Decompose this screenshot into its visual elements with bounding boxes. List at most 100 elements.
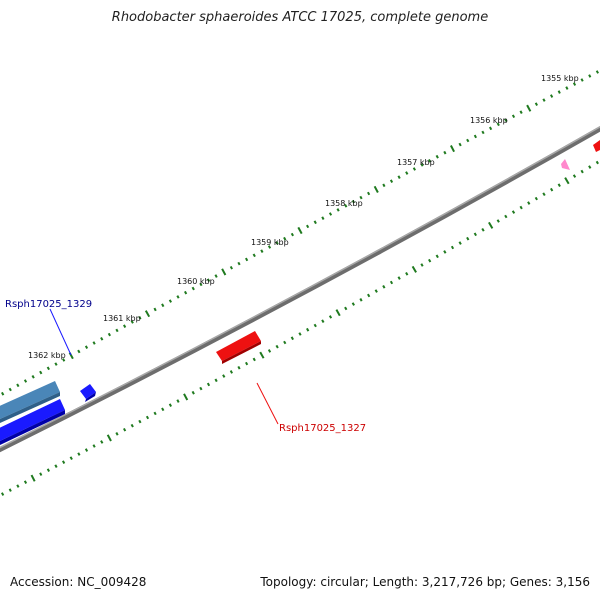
outer-tick	[237, 261, 241, 266]
outer-tick	[100, 337, 104, 341]
inner-tick	[328, 315, 333, 319]
gene-rsph17025-1329[interactable]	[80, 384, 96, 399]
inner-tick	[145, 415, 150, 420]
outer-tick	[328, 212, 333, 216]
outer-tick	[458, 142, 462, 147]
outer-tick	[252, 253, 256, 258]
outer-tick	[107, 332, 111, 337]
inner-tick	[481, 227, 485, 232]
outer-tick	[565, 86, 569, 90]
accession-label: Accession: NC_009428	[10, 575, 147, 589]
outer-tick	[176, 295, 180, 299]
outer-tick	[290, 232, 294, 237]
inner-tick	[252, 357, 256, 362]
inner-tick	[580, 169, 584, 174]
inner-tick	[214, 378, 218, 383]
outer-tick	[306, 224, 310, 229]
outer-tick	[168, 299, 172, 303]
outer-tick	[123, 324, 127, 328]
inner-tick	[443, 250, 447, 254]
gene-reverse-edge[interactable]	[593, 140, 600, 152]
inner-tick	[115, 432, 119, 436]
inner-tick	[359, 298, 363, 302]
inner-tick	[84, 448, 89, 452]
inner-tick	[183, 393, 189, 401]
inner-tick	[62, 460, 66, 464]
outer-tick	[184, 290, 188, 295]
inner-tick	[504, 214, 508, 219]
inner-tick	[39, 472, 43, 476]
outer-tick	[229, 265, 233, 270]
outer-tick	[260, 249, 264, 253]
outer-tick	[8, 387, 12, 392]
inner-tick	[237, 365, 241, 370]
outer-tick	[153, 307, 157, 312]
inner-tick	[351, 302, 355, 306]
inner-tick	[344, 306, 348, 311]
inner-tick	[46, 468, 50, 472]
genome-summary: Topology: circular; Length: 3,217,726 bp…	[260, 575, 590, 589]
outer-tick	[321, 216, 325, 220]
outer-tick	[382, 183, 386, 188]
outer-tick	[191, 286, 195, 291]
inner-tick	[458, 241, 462, 245]
gene-label-rsph17025-1329[interactable]: Rsph17025_1329	[5, 299, 92, 310]
outer-tick	[138, 316, 142, 320]
gene-reverse-light[interactable]	[561, 159, 570, 170]
scale-label-1357: 1357 kbp	[397, 158, 435, 167]
inner-tick	[161, 407, 165, 412]
inner-tick	[367, 293, 371, 298]
inner-tick	[77, 452, 81, 456]
inner-tick	[450, 245, 455, 250]
gene-forward-long[interactable]	[0, 399, 65, 441]
inner-tick	[420, 263, 424, 267]
inner-tick	[69, 456, 73, 460]
outer-tick	[206, 278, 211, 282]
outer-tick	[144, 310, 151, 318]
outer-tick	[428, 159, 432, 163]
inner-tick	[54, 464, 58, 468]
inner-tick	[23, 480, 28, 484]
inner-tick	[374, 289, 378, 293]
gene-forward-long-alt[interactable]	[0, 381, 60, 419]
inner-tick	[550, 187, 554, 192]
inner-tick	[488, 221, 494, 229]
outer-tick	[77, 349, 81, 354]
inner-tick	[168, 403, 172, 407]
inner-tick	[8, 488, 12, 492]
outer-tick	[84, 345, 89, 349]
outer-tick	[367, 191, 371, 196]
outer-tick	[481, 130, 485, 135]
outer-tick	[297, 226, 303, 235]
leader-rsph17025-1327	[256, 382, 279, 425]
outer-tick	[489, 126, 493, 131]
outer-tick	[214, 274, 218, 278]
outer-tick	[275, 241, 279, 245]
outer-tick	[130, 320, 134, 324]
scale-label-1358: 1358 kbp	[325, 199, 363, 208]
gene-label-rsph17025-1327[interactable]: Rsph17025_1327	[279, 423, 366, 434]
inner-tick	[259, 351, 265, 359]
inner-tick	[229, 370, 233, 374]
inner-tick	[588, 165, 592, 169]
outer-tick	[526, 104, 532, 112]
inner-tick	[123, 427, 127, 432]
outer-tick	[588, 74, 592, 78]
outer-tick	[466, 138, 470, 143]
outer-tick	[221, 268, 227, 276]
inner-tick	[542, 192, 546, 197]
inner-tick	[153, 411, 157, 416]
reverse-genes	[216, 140, 600, 364]
inner-tick	[191, 390, 195, 395]
outer-tick	[336, 208, 340, 212]
gene-rsph17025-1327[interactable]	[216, 331, 261, 361]
outer-tick	[267, 245, 272, 249]
outer-tick	[389, 179, 394, 183]
genome-backbone	[0, 125, 600, 453]
inner-tick	[267, 349, 272, 353]
inner-tick	[283, 340, 287, 345]
inner-tick	[290, 336, 294, 341]
scale-label-1361: 1361 kbp	[103, 314, 141, 323]
inner-tick	[534, 196, 538, 201]
